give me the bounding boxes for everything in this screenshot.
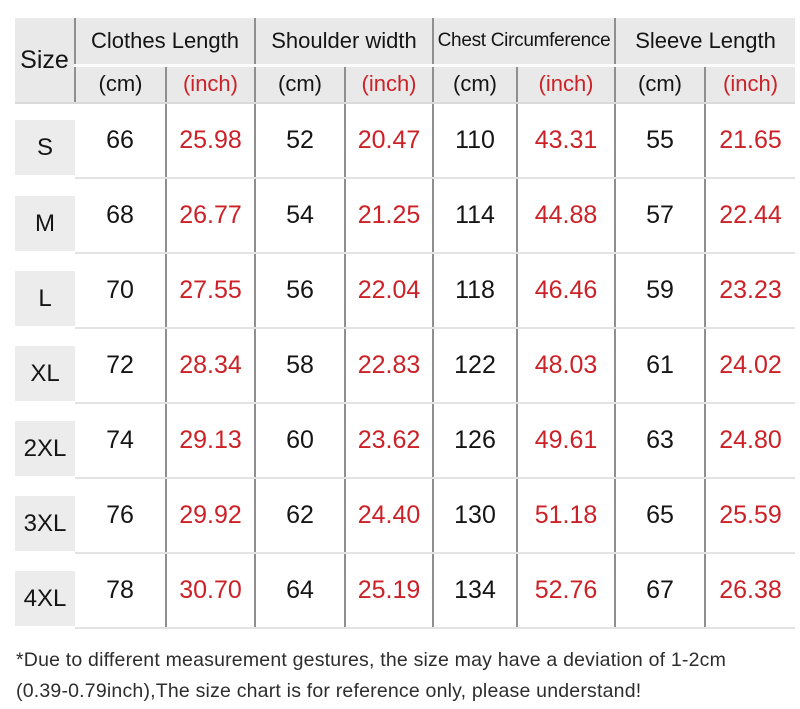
- clothes-length-cm-value: 66: [75, 103, 166, 179]
- group-header-chest-circumference: Chest Circumference: [432, 18, 616, 67]
- chest-circumference-cm-value: 114: [432, 178, 518, 254]
- sleeve-length-cm-value: 57: [614, 178, 706, 254]
- size-label: 4XL: [15, 570, 75, 626]
- sleeve-length-inch-value: 25.59: [704, 478, 796, 554]
- shoulder-width-inch-value: 20.47: [343, 103, 434, 179]
- size-cell: M: [15, 178, 75, 253]
- sleeve-length-inch-value: 21.65: [704, 103, 796, 179]
- shoulder-width-inch-value: 25.19: [343, 553, 434, 629]
- header-unit-row: (cm) (inch) (cm) (inch) (cm) (inch) (cm)…: [15, 65, 796, 104]
- clothes-length-cm-value: 76: [75, 478, 166, 554]
- size-label: S: [15, 119, 75, 175]
- table-row-xl: XL 72 28.34 58 22.83 122 48.03 61 24.02: [15, 328, 796, 404]
- chest-circumference-cm-value: 134: [432, 553, 518, 629]
- shoulder-width-inch-value: 22.04: [343, 253, 434, 329]
- chest-circumference-inch-header: (inch): [516, 65, 616, 104]
- chest-circumference-cm-value: 110: [432, 103, 518, 179]
- clothes-length-inch-value: 27.55: [165, 253, 255, 329]
- clothes-length-cm-header: (cm): [74, 65, 166, 104]
- shoulder-width-cm-value: 54: [254, 178, 345, 254]
- chest-circumference-inch-value: 48.03: [516, 328, 616, 404]
- table-row-s: S 66 25.98 52 20.47 110 43.31 55 21.65: [15, 103, 796, 179]
- clothes-length-inch-header: (inch): [165, 65, 255, 104]
- clothes-length-inch-value: 30.70: [165, 553, 255, 629]
- chest-circumference-cm-value: 126: [432, 403, 518, 479]
- clothes-length-inch-value: 28.34: [165, 328, 255, 404]
- shoulder-width-cm-value: 58: [254, 328, 345, 404]
- clothes-length-cm-value: 68: [75, 178, 166, 254]
- clothes-length-inch-value: 25.98: [165, 103, 255, 179]
- chest-circumference-inch-value: 52.76: [516, 553, 616, 629]
- table-row-4xl: 4XL 78 30.70 64 25.19 134 52.76 67 26.38: [15, 553, 796, 629]
- table-body: S 66 25.98 52 20.47 110 43.31 55 21.65 M…: [15, 103, 796, 629]
- group-header-sleeve-length: Sleeve Length: [614, 18, 796, 67]
- shoulder-width-inch-value: 23.62: [343, 403, 434, 479]
- shoulder-width-inch-value: 24.40: [343, 478, 434, 554]
- table-row-3xl: 3XL 76 29.92 62 24.40 130 51.18 65 25.59: [15, 478, 796, 554]
- chest-circumference-cm-value: 118: [432, 253, 518, 329]
- size-cell: S: [15, 103, 75, 178]
- shoulder-width-cm-value: 64: [254, 553, 345, 629]
- size-chart-table: Size Clothes Length Shoulder width Chest…: [15, 18, 796, 629]
- chest-circumference-inch-value: 43.31: [516, 103, 616, 179]
- chest-circumference-cm-value: 122: [432, 328, 518, 404]
- sleeve-length-cm-value: 61: [614, 328, 706, 404]
- size-label: XL: [15, 345, 75, 401]
- shoulder-width-cm-header: (cm): [254, 65, 345, 104]
- table-row-2xl: 2XL 74 29.13 60 23.62 126 49.61 63 24.80: [15, 403, 796, 479]
- size-cell: L: [15, 253, 75, 328]
- clothes-length-inch-value: 26.77: [165, 178, 255, 254]
- sleeve-length-cm-value: 65: [614, 478, 706, 554]
- size-label: 2XL: [15, 420, 75, 476]
- size-label: 3XL: [15, 495, 75, 551]
- shoulder-width-cm-value: 62: [254, 478, 345, 554]
- shoulder-width-cm-value: 52: [254, 103, 345, 179]
- clothes-length-cm-value: 78: [75, 553, 166, 629]
- disclaimer-line-1: *Due to different measurement gestures, …: [16, 649, 727, 671]
- clothes-length-inch-value: 29.13: [165, 403, 255, 479]
- shoulder-width-cm-value: 56: [254, 253, 345, 329]
- shoulder-width-cm-value: 60: [254, 403, 345, 479]
- clothes-length-inch-value: 29.92: [165, 478, 255, 554]
- sleeve-length-cm-value: 59: [614, 253, 706, 329]
- group-header-shoulder-width: Shoulder width: [253, 18, 434, 67]
- table-row-l: L 70 27.55 56 22.04 118 46.46 59 23.23: [15, 253, 796, 329]
- table-header: Size Clothes Length Shoulder width Chest…: [15, 18, 796, 104]
- size-label: M: [15, 195, 75, 251]
- chest-circumference-inch-value: 49.61: [516, 403, 616, 479]
- chest-circumference-inch-value: 44.88: [516, 178, 616, 254]
- sleeve-length-cm-header: (cm): [614, 65, 706, 104]
- size-cell: 4XL: [15, 553, 75, 628]
- sleeve-length-inch-value: 23.23: [704, 253, 796, 329]
- clothes-length-cm-value: 70: [75, 253, 166, 329]
- sleeve-length-cm-value: 63: [614, 403, 706, 479]
- sleeve-length-cm-value: 67: [614, 553, 706, 629]
- chest-circumference-inch-value: 51.18: [516, 478, 616, 554]
- group-header-clothes-length: Clothes Length: [74, 18, 255, 67]
- size-cell: XL: [15, 328, 75, 403]
- chest-circumference-inch-value: 46.46: [516, 253, 616, 329]
- sleeve-length-inch-value: 24.02: [704, 328, 796, 404]
- size-label: L: [15, 270, 75, 326]
- disclaimer-line-2: (0.39-0.79inch),The size chart is for re…: [16, 679, 642, 702]
- sleeve-length-inch-value: 26.38: [704, 553, 796, 629]
- shoulder-width-inch-value: 21.25: [343, 178, 434, 254]
- table-row-m: M 68 26.77 54 21.25 114 44.88 57 22.44: [15, 178, 796, 254]
- sleeve-length-inch-header: (inch): [704, 65, 796, 104]
- chest-circumference-cm-header: (cm): [432, 65, 518, 104]
- sleeve-length-inch-value: 24.80: [704, 403, 796, 479]
- sleeve-length-inch-value: 22.44: [704, 178, 796, 254]
- size-cell: 3XL: [15, 478, 75, 553]
- size-cell: 2XL: [15, 403, 75, 478]
- header-group-row: Size Clothes Length Shoulder width Chest…: [15, 18, 796, 104]
- clothes-length-cm-value: 74: [75, 403, 166, 479]
- chest-circumference-cm-value: 130: [432, 478, 518, 554]
- shoulder-width-inch-value: 22.83: [343, 328, 434, 404]
- clothes-length-cm-value: 72: [75, 328, 166, 404]
- sleeve-length-cm-value: 55: [614, 103, 706, 179]
- shoulder-width-inch-header: (inch): [343, 65, 434, 104]
- measurement-disclaimer: *Due to different measurement gestures, …: [16, 645, 785, 707]
- size-column-header: Size: [15, 18, 76, 104]
